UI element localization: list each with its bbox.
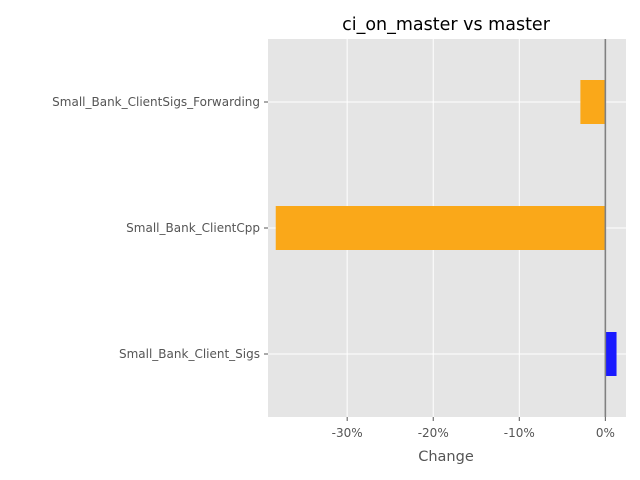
x-tick-label: -10% [504, 426, 535, 440]
y-axis-ticks: Small_Bank_ClientSigs_Forwarding Small_Ba… [52, 95, 268, 361]
bar-Small_Bank_ClientCpp [275, 206, 606, 250]
y-tick-label: Small_Bank_Client_Sigs [119, 347, 260, 361]
y-tick-label: Small_Bank_ClientCpp [126, 221, 260, 235]
bars [275, 80, 617, 376]
x-tick-label: -30% [332, 426, 363, 440]
x-tick-label: -20% [418, 426, 449, 440]
bar-Small_Bank_ClientSigs_Forwarding [580, 80, 606, 124]
x-axis-label: Change [418, 449, 474, 465]
x-tick-label: 0% [596, 426, 615, 440]
bar-Small_Bank_Client_Sigs [605, 332, 617, 376]
x-axis-ticks: -30% -20% -10% 0% [332, 417, 615, 440]
y-tick-label: Small_Bank_ClientSigs_Forwarding [52, 95, 260, 109]
chart-title: ci_on_master vs master [342, 15, 551, 35]
